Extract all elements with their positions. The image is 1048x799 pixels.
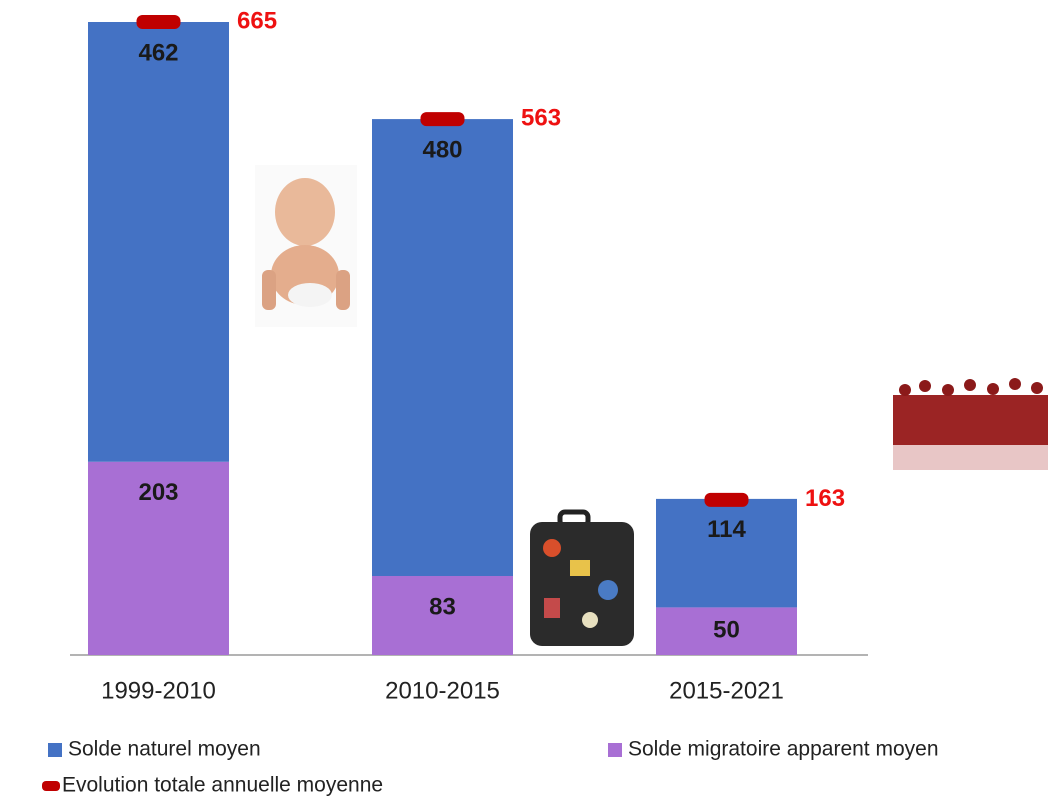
- total-label: 163: [805, 485, 845, 512]
- total-label: 665: [237, 7, 277, 34]
- legend-swatch: [42, 781, 60, 791]
- bar-segment: [372, 119, 513, 576]
- bar-segment: [656, 498, 797, 608]
- x-tick-label: 2015-2021: [669, 677, 784, 704]
- data-label: 114: [707, 516, 746, 543]
- total-marker: [420, 112, 465, 127]
- legend-label: Evolution totale annuelle moyenne: [62, 774, 383, 797]
- bar-segment: [88, 461, 229, 655]
- data-label: 50: [713, 617, 740, 644]
- data-label: 203: [138, 479, 178, 506]
- crowd-picture: [893, 378, 1048, 470]
- bar-segment: [88, 22, 229, 462]
- x-tick-label: 1999-2010: [101, 677, 216, 704]
- bar-segment: [656, 607, 797, 655]
- baby-picture: [255, 165, 357, 327]
- suitcase-picture: [530, 509, 634, 646]
- legend-swatch: [608, 743, 622, 757]
- total-marker: [136, 15, 181, 29]
- legend-label: Solde naturel moyen: [68, 738, 261, 761]
- data-label: 480: [422, 136, 462, 163]
- legend-swatch: [48, 743, 62, 757]
- legend-label: Solde migratoire apparent moyen: [628, 738, 939, 761]
- data-label: 83: [429, 593, 456, 620]
- total-label: 563: [521, 104, 561, 131]
- bar-segment: [372, 575, 513, 655]
- x-tick-label: 2010-2015: [385, 677, 500, 704]
- data-label: 462: [138, 39, 178, 66]
- total-marker: [704, 492, 749, 507]
